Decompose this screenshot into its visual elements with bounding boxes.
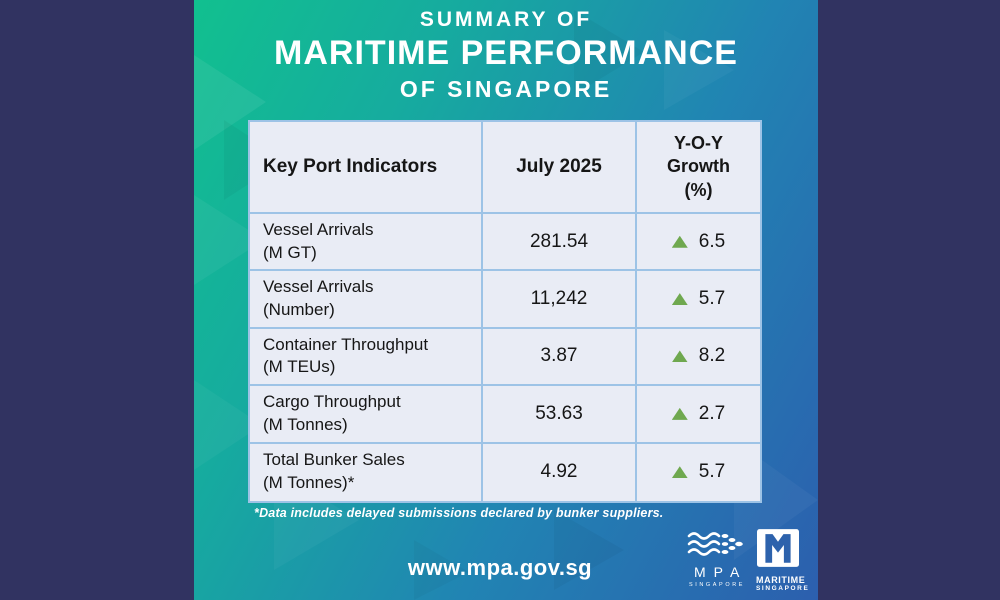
footnote: *Data includes delayed submissions decla… [254, 506, 664, 520]
title-block: SUMMARY OF MARITIME PERFORMANCE OF SINGA… [194, 8, 818, 103]
maritime-logo-text: MARITIME [756, 575, 806, 585]
growth-value: 8.2 [698, 345, 726, 367]
growth-up-triangle-icon [671, 350, 688, 363]
growth-up-triangle-icon [671, 293, 688, 306]
maritime-m-square-icon [757, 529, 799, 567]
growth-up-triangle-icon [671, 235, 688, 248]
title-line-of-singapore: OF SINGAPORE [399, 76, 613, 102]
mpa-waves-fish-icon [687, 532, 743, 556]
table-row-value: 53.63 [483, 386, 637, 444]
maritime-singapore-logo: MARITIME SINGAPORE [756, 529, 810, 592]
table-row-indicator: Cargo Throughput (M Tonnes) [250, 386, 483, 444]
content-area: SUMMARY OF MARITIME PERFORMANCE OF SINGA… [194, 0, 818, 600]
title-line-summary-of: SUMMARY OF [419, 8, 593, 31]
table-row-indicator: Total Bunker Sales (M Tonnes)* [250, 443, 483, 501]
mpa-logo: MPA SINGAPORE [686, 531, 746, 588]
mpa-logo-text: MPA [694, 564, 748, 580]
table-row-value: 4.92 [483, 443, 637, 501]
table-header-indicators: Key Port Indicators [250, 122, 483, 214]
growth-value: 2.7 [698, 402, 726, 424]
table-row-indicator: Container Throughput (M TEUs) [250, 328, 483, 387]
growth-value: 5.7 [698, 288, 726, 310]
table-header-yoy-growth: Y-O-Y Growth (%) [637, 122, 760, 214]
title-line-maritime-performance: MARITIME PERFORMANCE [274, 34, 738, 72]
table-row-growth: 5.7 [637, 271, 760, 329]
table-row-growth: 2.7 [637, 386, 760, 444]
table-row-indicator: Vessel Arrivals (Number) [250, 271, 483, 329]
maritime-logo-subtext: SINGAPORE [756, 585, 810, 592]
table-row-indicator: Vessel Arrivals (M GT) [250, 214, 483, 272]
table-header-period: July 2025 [483, 122, 637, 214]
growth-value: 6.5 [698, 230, 726, 252]
mpa-logo-subtext: SINGAPORE [688, 582, 746, 588]
table-row-value: 11,242 [483, 271, 637, 329]
table-row-growth: 8.2 [637, 328, 760, 387]
table-row-value: 281.54 [483, 214, 637, 272]
table-row-value: 3.87 [483, 328, 637, 387]
growth-up-triangle-icon [671, 407, 688, 420]
table-row-growth: 5.7 [637, 443, 760, 501]
table-row-growth: 6.5 [637, 214, 760, 272]
growth-up-triangle-icon [671, 466, 688, 479]
website-url[interactable]: www.mpa.gov.sg [407, 555, 593, 580]
growth-value: 5.7 [698, 461, 726, 483]
key-port-indicators-table: Key Port Indicators July 2025 Y-O-Y Grow… [248, 120, 762, 503]
